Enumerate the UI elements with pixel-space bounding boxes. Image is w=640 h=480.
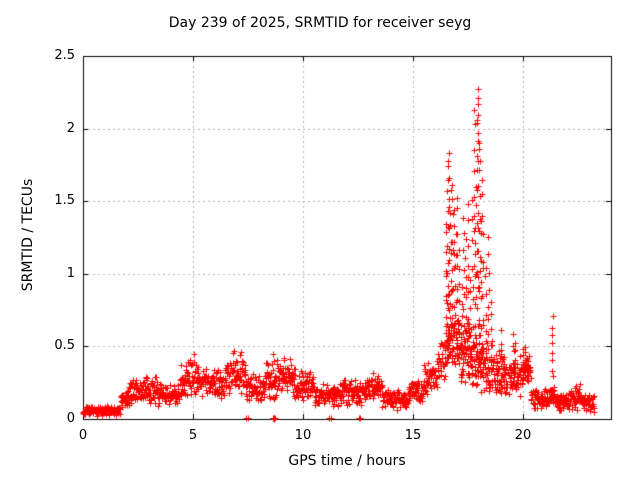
- x-tick-label: 5: [188, 428, 198, 443]
- y-tick-label: 1.5: [54, 193, 75, 208]
- y-tick-label: 1: [66, 266, 75, 281]
- x-tick-label: 10: [294, 428, 312, 443]
- x-tick-label: 15: [404, 428, 422, 443]
- x-axis-label: GPS time / hours: [288, 453, 406, 469]
- y-tick-label: 0.5: [54, 338, 75, 353]
- chart-title: Day 239 of 2025, SRMTID for receiver sey…: [168, 15, 472, 31]
- y-tick-label: 0: [66, 411, 75, 426]
- x-tick-label: 0: [78, 428, 88, 443]
- x-tick-label: 20: [514, 428, 532, 443]
- y-axis-label: SRMTID / TECUs: [20, 178, 36, 292]
- y-tick-label: 2: [66, 121, 75, 136]
- y-tick-label: 2.5: [54, 48, 75, 63]
